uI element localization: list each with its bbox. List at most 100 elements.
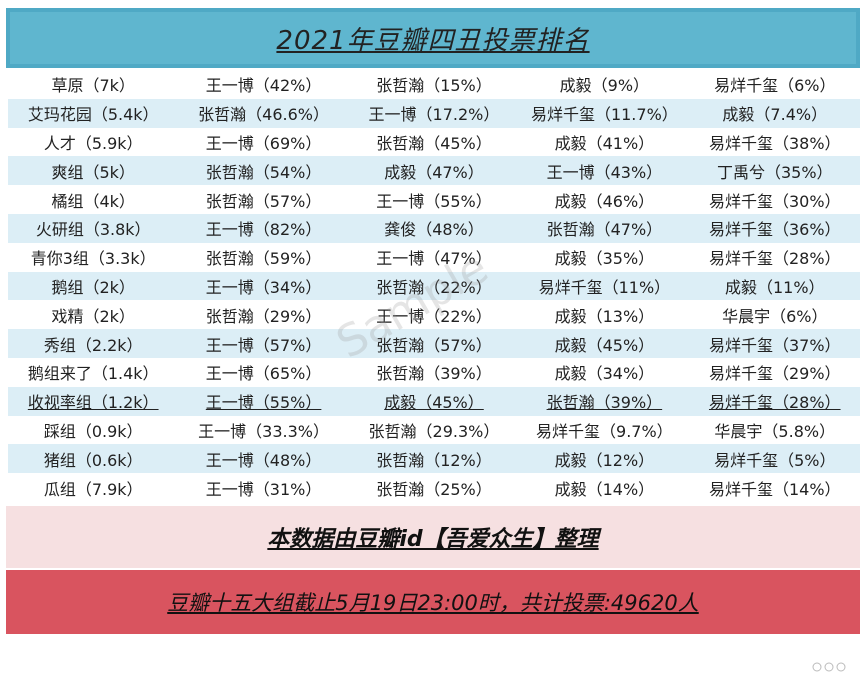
table-row: 鹅组来了（1.4k） 王一博（65%） 张哲瀚（39%） 成毅（34%） 易烊千玺（29… [8, 358, 860, 387]
table-row: 瓜组（7.9k） 王一博（31%） 张哲瀚（25%） 成毅（14%） 易烊千玺（14%） [8, 473, 860, 502]
cell-text: 成毅（35%） [554, 249, 655, 269]
vote-cell: 张哲瀚（47%） [519, 216, 689, 240]
cell-text: 易烊千玺（14%） [708, 479, 841, 499]
cell-text: 王一博（33.3%） [198, 421, 329, 441]
vote-cell: 王一博（65%） [178, 360, 348, 384]
cell-text: 鹅组（2k） [51, 277, 135, 297]
vote-cell: 王一博（55%） [178, 389, 348, 413]
vote-cell: 易烊千玺（5%） [690, 447, 860, 471]
table-row: 猪组（0.6k） 王一博（48%） 张哲瀚（12%） 成毅（12%） 易烊千玺（5%） [8, 444, 860, 474]
cell-text: 橘组（4k） [51, 191, 135, 211]
cell-text: 易烊千玺（6%） [714, 76, 836, 96]
table-row: 艾玛花园（5.4k） 张哲瀚（46.6%） 王一博（17.2%） 易烊千玺（11.7%… [8, 98, 860, 128]
vote-cell: 王一博（43%） [519, 159, 689, 183]
group-cell: 猪组（0.6k） [8, 447, 178, 471]
vote-cell: 张哲瀚（39%） [349, 360, 519, 384]
cell-text: 张哲瀚（57%） [205, 191, 322, 211]
cell-text: 王一博（42%） [205, 76, 322, 96]
cell-text: 王一博（31%） [205, 479, 322, 499]
vote-cell: 成毅（46%） [519, 188, 689, 212]
cell-text: 王一博（17.2%） [368, 105, 500, 125]
cell-text: 猪组（0.6k） [43, 450, 143, 470]
vote-cell: 易烊千玺（30%） [690, 188, 860, 212]
cell-text: 易烊千玺（11.7%） [530, 105, 678, 125]
vote-cell: 王一博（31%） [178, 476, 348, 500]
group-cell: 瓜组（7.9k） [8, 476, 178, 500]
vote-cell: 王一博（48%） [178, 447, 348, 471]
vote-cell: 龚俊（48%） [349, 216, 519, 240]
cell-text: 王一博（69%） [205, 133, 322, 153]
cell-text: 王一博（34%） [205, 277, 322, 297]
group-cell: 橘组（4k） [8, 188, 178, 212]
cell-text: 龚俊（48%） [384, 220, 484, 240]
vote-cell: 张哲瀚（59%） [178, 245, 348, 269]
vote-cell: 王一博（69%） [178, 130, 348, 154]
group-cell: 收视率组（1.2k） [8, 389, 178, 413]
table-row: 人才（5.9k） 王一博（69%） 张哲瀚（45%） 成毅（41%） 易烊千玺（38%） [8, 128, 860, 157]
cell-text: 收视率组（1.2k） [27, 393, 159, 413]
cell-text: 成毅（46%） [554, 191, 655, 211]
more-icon [812, 662, 846, 672]
vote-cell: 丁禹兮（35%） [690, 159, 860, 183]
cell-text: 张哲瀚（12%） [376, 450, 492, 470]
group-cell: 踩组（0.9k） [8, 418, 178, 442]
vote-cell: 王一博（34%） [178, 274, 348, 298]
group-cell: 鹅组（2k） [8, 274, 178, 298]
vote-cell: 华晨宇（5.8%） [690, 418, 860, 442]
table-row: 火研组（3.8k） 王一博（82%） 龚俊（48%） 张哲瀚（47%） 易烊千玺（36%… [8, 213, 860, 243]
vote-cell: 成毅（7.4%） [690, 101, 860, 125]
cell-text: 华晨宇（6%） [722, 306, 828, 326]
vote-cell: 张哲瀚（12%） [349, 447, 519, 471]
cell-text: 王一博（43%） [546, 162, 663, 182]
cell-text: 张哲瀚（39%） [546, 393, 663, 413]
vote-cell: 易烊千玺（14%） [690, 476, 860, 500]
cell-text: 瓜组（7.9k） [43, 479, 143, 499]
cell-text: 成毅（9%） [559, 76, 650, 96]
vote-cell: 易烊千玺（9.7%） [519, 418, 689, 442]
cell-text: 张哲瀚（22%） [376, 277, 492, 297]
cell-text: 张哲瀚（47%） [546, 220, 663, 240]
cell-text: 成毅（45%） [554, 335, 655, 355]
cell-text: 张哲瀚（45%） [376, 133, 492, 153]
cell-text: 草原（7k） [51, 76, 135, 96]
vote-cell: 张哲瀚（45%） [349, 130, 519, 154]
vote-cell: 王一博（22%） [349, 303, 519, 327]
table-row: 鹅组（2k） 王一博（34%） 张哲瀚（22%） 易烊千玺（11%） 成毅（11%） [8, 271, 860, 301]
cell-text: 张哲瀚（39%） [376, 364, 492, 384]
cell-text: 易烊千玺（11%） [538, 277, 671, 297]
cell-text: 成毅（41%） [554, 133, 655, 153]
title-inner: 2021年豆瓣四丑投票排名 [10, 12, 856, 64]
cell-text: 王一博（55%） [205, 393, 322, 413]
vote-cell: 张哲瀚（57%） [349, 332, 519, 356]
title-band: 2021年豆瓣四丑投票排名 [6, 8, 860, 68]
cell-text: 人才（5.9k） [43, 133, 143, 153]
group-cell: 鹅组来了（1.4k） [8, 360, 178, 384]
vote-cell: 易烊千玺（6%） [690, 72, 860, 96]
cell-text: 成毅（45%） [384, 393, 484, 413]
cell-text: 戏精（2k） [51, 306, 135, 326]
ranking-table: 草原（7k） 王一博（42%） 张哲瀚（15%） 成毅（9%） 易烊千玺（6%） 艾玛花园… [8, 70, 860, 502]
vote-cell: 成毅（41%） [519, 130, 689, 154]
vote-cell: 易烊千玺（11.7%） [519, 101, 689, 125]
table-row: 戏精（2k） 张哲瀚（29%） 王一博（22%） 成毅（13%） 华晨宇（6%） [8, 300, 860, 329]
vote-cell: 成毅（34%） [519, 360, 689, 384]
vote-cell: 王一博（47%） [349, 245, 519, 269]
summary-band: 豆瓣十五大组截止5月19日23:00时，共计投票:49620人 [6, 570, 860, 634]
vote-cell: 易烊千玺（11%） [519, 274, 689, 298]
vote-cell: 张哲瀚（25%） [349, 476, 519, 500]
vote-cell: 张哲瀚（15%） [349, 72, 519, 96]
group-cell: 戏精（2k） [8, 303, 178, 327]
cell-text: 艾玛花园（5.4k） [27, 105, 159, 125]
table-row: 橘组（4k） 张哲瀚（57%） 王一博（55%） 成毅（46%） 易烊千玺（30%） [8, 185, 860, 214]
cell-text: 张哲瀚（29%） [205, 306, 322, 326]
summary: 豆瓣十五大组截止5月19日23:00时，共计投票:49620人 [167, 591, 699, 615]
vote-cell: 成毅（14%） [519, 476, 689, 500]
table-row: 踩组（0.9k） 王一博（33.3%） 张哲瀚（29.3%） 易烊千玺（9.7%） 华晨… [8, 416, 860, 445]
vote-cell: 张哲瀚（22%） [349, 274, 519, 298]
cell-text: 张哲瀚（57%） [376, 335, 492, 355]
cell-text: 王一博（57%） [205, 335, 322, 355]
title: 2021年豆瓣四丑投票排名 [276, 25, 590, 56]
cell-text: 火研组（3.8k） [35, 220, 151, 240]
table-row: 收视率组（1.2k） 王一博（55%） 成毅（45%） 张哲瀚（39%） 易烊千玺（28… [8, 386, 860, 416]
